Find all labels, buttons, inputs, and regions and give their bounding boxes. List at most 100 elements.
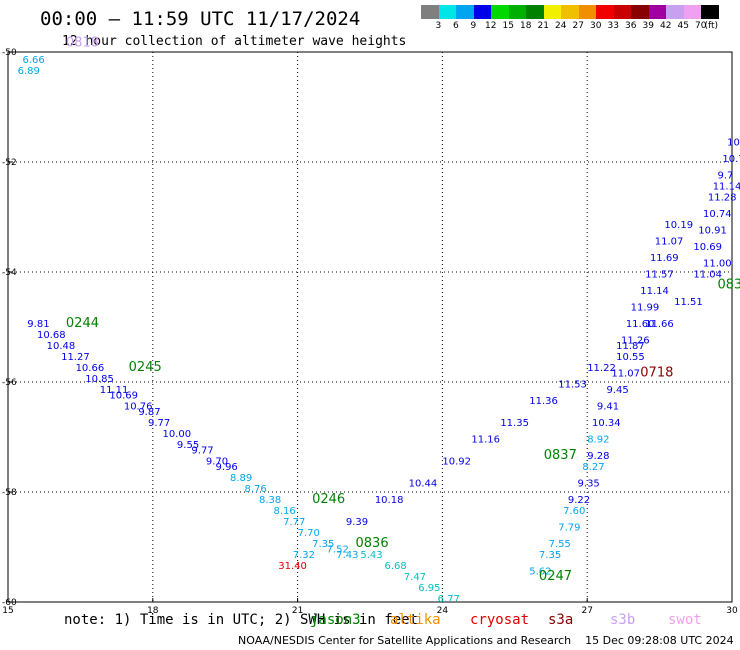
pass-time-label: 0818	[66, 36, 99, 51]
legend-tick-label: 9	[470, 21, 477, 31]
pass-time-label: 0244	[66, 316, 99, 331]
swh-label: 11.28	[708, 193, 737, 204]
pass-time-label: 0837	[718, 278, 740, 293]
swh-label: 10.7	[722, 154, 740, 165]
swh-label: 11.99	[631, 303, 660, 314]
swh-label: 31.40	[278, 561, 307, 572]
swh-label: 11.07	[655, 237, 684, 248]
swh-label: 6.89	[18, 66, 40, 77]
swh-label: 5.62	[529, 567, 551, 578]
legend-tick-label: 45	[677, 21, 689, 31]
satellite-swot: swot	[668, 612, 702, 628]
swh-label: 8.16	[273, 506, 295, 517]
y-tick-label: -56	[2, 378, 17, 388]
swh-label: 7.55	[549, 539, 571, 550]
legend-swatch	[578, 5, 596, 19]
swh-label: 5.43	[360, 550, 382, 561]
swh-label: 7.70	[298, 528, 320, 539]
legend-swatch	[613, 5, 631, 19]
legend-tick-label: 36	[625, 21, 637, 31]
legend-swatch	[421, 5, 439, 19]
swh-label: 10.91	[698, 226, 727, 237]
swh-label: 10.18	[375, 495, 404, 506]
legend-ticks: 3 6 9 12 15 18 21 24 27 30 33 36 39 42 45 70 (ft)	[421, 19, 719, 33]
y-tick-label: -50	[2, 48, 17, 58]
swh-label: 8.27	[582, 462, 604, 473]
swh-label: 11.66	[645, 319, 674, 330]
swh-label: 10.48	[47, 341, 76, 352]
swh-label: 10.55	[616, 352, 645, 363]
swh-label: 8.92	[587, 435, 609, 446]
swh-label: 10.76	[124, 402, 153, 413]
legend-swatch	[508, 5, 526, 19]
swh-label: 9.55	[177, 440, 199, 451]
swh-label: 11.35	[500, 418, 529, 429]
legend-tick-label: 42	[660, 21, 672, 31]
x-tick-label: 24	[437, 606, 449, 616]
swh-label: 11.14	[713, 182, 740, 193]
swh-label: 9.22	[568, 495, 590, 506]
swh-label: 11.69	[650, 253, 679, 264]
swh-label: 9.96	[216, 462, 238, 473]
swh-label: 10.85	[85, 374, 114, 385]
swh-label: 10.66	[76, 363, 105, 374]
pass-time-label: 0246	[312, 492, 345, 507]
swh-label: 11.14	[640, 286, 669, 297]
y-tick-label: -60	[2, 598, 17, 608]
swh-label: 7.77	[283, 517, 305, 528]
legend-swatch	[456, 5, 474, 19]
swh-label: 10.00	[162, 429, 191, 440]
y-tick-label: -58	[2, 488, 17, 498]
legend-unit: (ft)	[704, 21, 719, 31]
swh-label: 7.47	[404, 572, 426, 583]
swh-label: 7.35	[539, 550, 561, 561]
swh-label: 10.34	[592, 418, 621, 429]
legend-swatch	[543, 5, 561, 19]
swh-label: 10.74	[703, 209, 732, 220]
swh-label: 11.27	[61, 352, 90, 363]
legend-tick-label: 39	[642, 21, 654, 31]
pass-time-label: 0718	[640, 366, 673, 381]
legend-tick-label: 3	[435, 21, 442, 31]
legend-swatch	[648, 5, 666, 19]
legend-swatch	[596, 5, 614, 19]
swh-label: 9.77	[148, 418, 170, 429]
swh-label: 9.87	[138, 407, 160, 418]
credit-line: NOAA/NESDIS Center for Satellite Applica…	[238, 634, 734, 647]
legend-tick-label: 15	[502, 21, 514, 31]
swh-label: 10.69	[109, 391, 138, 402]
swh-label: 11.26	[621, 336, 650, 347]
swh-label: 9.39	[346, 517, 368, 528]
y-tick-label: -54	[2, 268, 17, 278]
swh-label: 7.35	[312, 539, 334, 550]
legend-tick-label: 30	[590, 21, 602, 31]
swh-label: 10.44	[409, 479, 438, 490]
legend-swatch	[438, 5, 456, 19]
legend-tick-label: 24	[555, 21, 567, 31]
swh-label: 7.32	[293, 550, 315, 561]
legend-swatch	[683, 5, 701, 19]
swh-label: 11.60	[626, 319, 655, 330]
satellite-s3a: s3a	[548, 612, 574, 628]
swh-label: 10.69	[693, 242, 722, 253]
swh-label: 7.60	[563, 506, 585, 517]
swh-label: 8.38	[259, 495, 281, 506]
swh-label: 9.45	[607, 385, 629, 396]
plot-frame	[7, 51, 733, 603]
y-tick-label: -52	[2, 158, 17, 168]
swh-label: 10.92	[442, 457, 471, 468]
legend-tick-label: 12	[485, 21, 497, 31]
swh-label: 7.43	[336, 550, 358, 561]
legend-swatch	[526, 5, 544, 19]
legend-tick-label: 70	[695, 21, 707, 31]
swh-label: 11.51	[674, 297, 703, 308]
swh-label: 6.66	[22, 55, 44, 66]
page-subtitle: 12 hour collection of altimeter wave hei…	[62, 34, 407, 49]
satellite-jason3: jason3	[310, 612, 361, 628]
legend-tick-label: 18	[520, 21, 532, 31]
swh-label: 10.	[727, 138, 740, 149]
footer-note: note: 1) Time is in UTC; 2) SWH is in fe…	[64, 612, 419, 628]
swh-label: 11.36	[529, 396, 558, 407]
legend-tick-label: 6	[453, 21, 459, 31]
